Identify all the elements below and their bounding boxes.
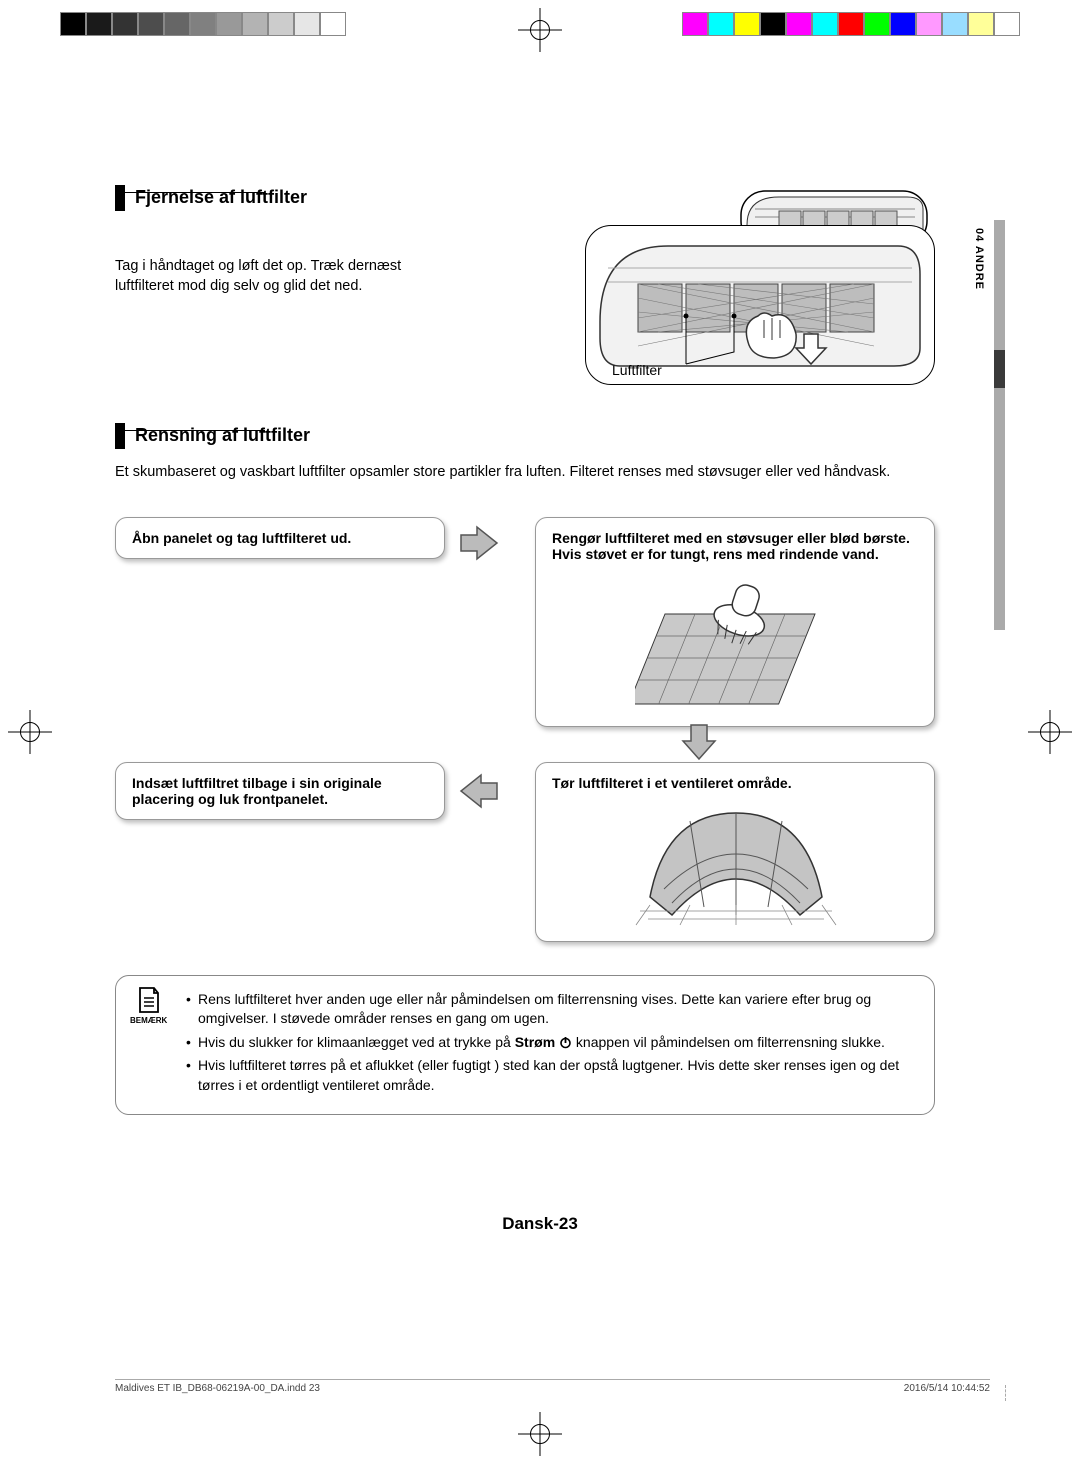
cleaning-steps: Åbn panelet og tag luftfilteret ud. Reng… (115, 517, 935, 947)
power-icon (559, 1036, 572, 1049)
step-4-box: Indsæt luftfiltret tilbage i sin origina… (115, 762, 445, 820)
step-2-text: Rengør luftfilteret med en støvsuger ell… (552, 530, 910, 562)
registration-mark (518, 1412, 562, 1456)
registration-mark (1028, 710, 1072, 754)
note-icon-label: BEMÆRK (130, 1016, 167, 1025)
section2-intro: Et skumbaseret og vaskbart luftfilter op… (115, 463, 935, 483)
heading-bar-icon (115, 423, 125, 449)
section1-body: Tag i håndtaget og løft det op. Træk der… (115, 225, 455, 385)
section-clean-filter: Rensning af luftfilter Et skumbaseret og… (115, 423, 935, 1115)
printer-colorbar-right (682, 12, 1020, 36)
section-remove-filter: Fjernelse af luftfilter Tag i håndtaget … (115, 185, 935, 385)
step-3-box: Tør luftfilteret i et ventileret område. (535, 762, 935, 942)
arrow-right-icon (457, 525, 501, 561)
note-item: Hvis du slukker for klimaanlægget ved at… (186, 1033, 916, 1053)
print-footer: Maldives ET IB_DB68-06219A-00_DA.indd 23… (115, 1379, 990, 1394)
note-box: BEMÆRK Rens luftfilteret hver anden uge … (115, 975, 935, 1115)
section-side-tab: 04 ANDRE (973, 220, 1005, 298)
note-icon: BEMÆRK (130, 986, 167, 1025)
dry-filter-illustration (552, 799, 918, 929)
side-tab-label: 04 ANDRE (973, 220, 985, 298)
print-timestamp: 2016/5/14 10:44:52 (904, 1383, 990, 1394)
ac-unit-large-illustration: Luftfilter (585, 225, 935, 385)
printer-colorbar-left (60, 12, 346, 36)
registration-mark (8, 710, 52, 754)
note-item: Hvis luftfilteret tørres på et aflukket … (186, 1056, 916, 1095)
arrow-left-icon (457, 773, 501, 809)
step-4-text: Indsæt luftfiltret tilbage i sin origina… (132, 775, 382, 807)
step-1-text: Åbn panelet og tag luftfilteret ud. (132, 530, 351, 546)
registration-mark (518, 8, 562, 52)
notes-list: Rens luftfilteret hver anden uge eller n… (176, 990, 916, 1096)
note-item: Rens luftfilteret hver anden uge eller n… (186, 990, 916, 1029)
filter-label: Luftfilter (612, 362, 662, 378)
step-2-box: Rengør luftfilteret med en støvsuger ell… (535, 517, 935, 727)
step-3-text: Tør luftfilteret i et ventileret område. (552, 775, 792, 791)
page-number: Dansk-23 (0, 1214, 1080, 1234)
step-1-box: Åbn panelet og tag luftfilteret ud. (115, 517, 445, 559)
heading-bar-icon (115, 185, 125, 211)
section1-heading: Fjernelse af luftfilter (135, 187, 307, 208)
section2-heading: Rensning af luftfilter (135, 425, 310, 446)
print-file: Maldives ET IB_DB68-06219A-00_DA.indd 23 (115, 1383, 320, 1394)
arrow-down-icon (681, 723, 717, 763)
vacuum-filter-illustration (552, 574, 918, 714)
